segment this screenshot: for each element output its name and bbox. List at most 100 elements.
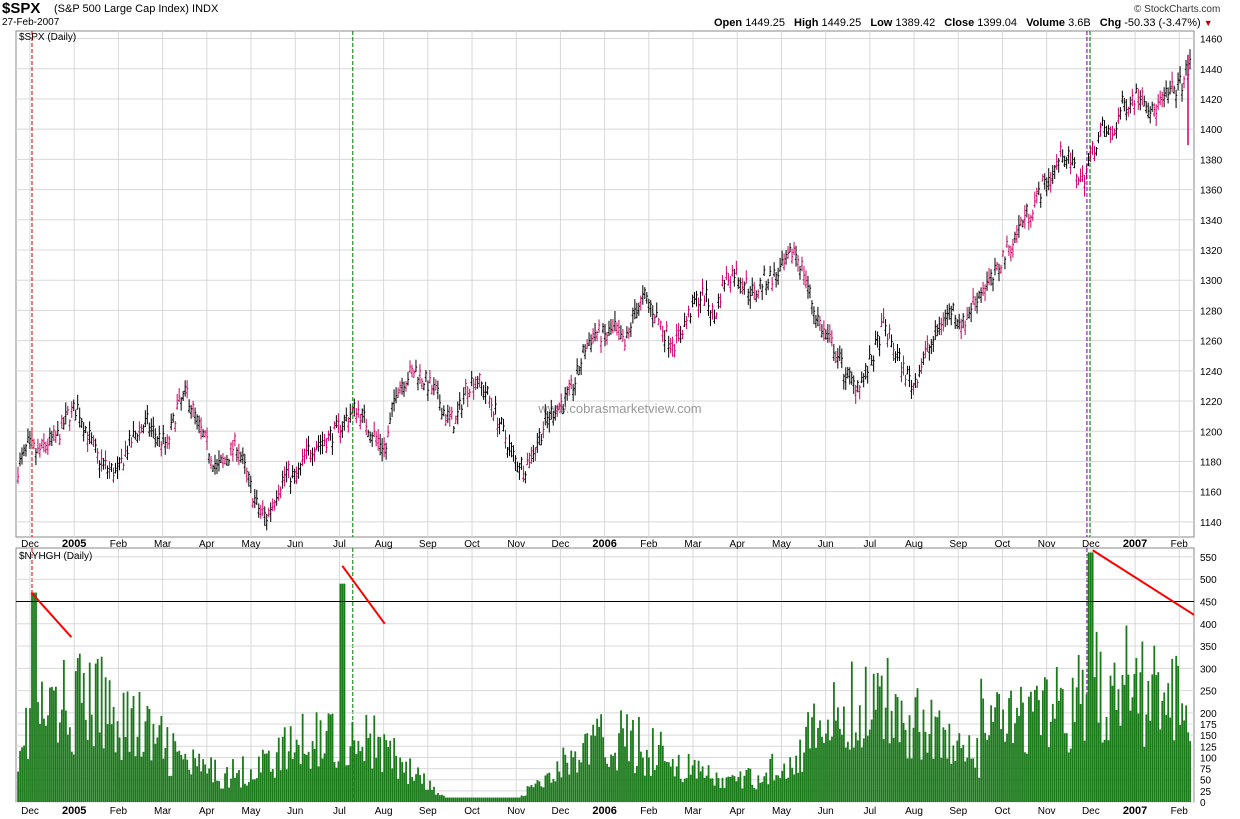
highs-bar — [898, 742, 901, 802]
highs-bar — [220, 788, 222, 802]
highs-bar — [439, 795, 441, 802]
highs-bar — [417, 767, 419, 802]
highs-y-tick-label: 250 — [1200, 687, 1217, 698]
highs-bar — [876, 672, 879, 802]
highs-bar — [924, 731, 927, 802]
highs-bar — [415, 774, 417, 802]
highs-bar — [289, 726, 292, 802]
highs-bar — [116, 721, 119, 802]
highs-bar — [894, 694, 897, 802]
highs-bar — [148, 708, 151, 802]
highs-bar — [614, 752, 616, 802]
highs-bar — [572, 757, 575, 802]
highs-bar — [496, 797, 499, 802]
highs-bar — [972, 758, 975, 802]
highs-bar — [78, 653, 81, 802]
price-x-tick-label: Sep — [949, 539, 967, 550]
price-x-tick-label: Aug — [375, 539, 393, 550]
highs-bar — [182, 759, 185, 802]
highs-bar — [819, 720, 821, 802]
highs-bar — [962, 744, 965, 802]
highs-bar — [72, 754, 75, 802]
highs-bar — [735, 781, 738, 802]
highs-bar — [695, 778, 698, 802]
highs-bar — [1127, 674, 1130, 802]
highs-bar — [504, 797, 507, 802]
price-x-tick-label: Aug — [905, 539, 923, 550]
highs-bar — [626, 714, 628, 802]
highs-y-tick-label: 75 — [1200, 765, 1212, 776]
highs-bar — [803, 752, 805, 802]
highs-bar — [705, 775, 708, 802]
highs-bar — [952, 745, 955, 802]
chg-value: -50.33 (-3.47%) — [1124, 17, 1201, 29]
highs-bar — [602, 737, 605, 802]
highs-bar — [138, 692, 141, 802]
highs-bar — [574, 751, 577, 802]
highs-bar — [253, 779, 256, 802]
highs-bar — [321, 758, 324, 802]
highs-bar — [669, 766, 672, 802]
highs-bar — [1187, 732, 1190, 802]
highs-y-tick-label: 25 — [1200, 787, 1212, 798]
highs-bar — [1181, 703, 1184, 802]
highs-bar — [528, 786, 531, 802]
highs-bar — [178, 750, 181, 802]
highs-bar — [785, 778, 788, 802]
highs-bar — [94, 663, 97, 802]
highs-bar — [628, 761, 630, 802]
highs-trend-line — [30, 591, 73, 638]
highs-bar — [866, 735, 869, 802]
price-x-tick-label: Oct — [464, 539, 480, 550]
price-x-tick-label: Nov — [1038, 539, 1056, 550]
price-y-tick-label: 1200 — [1200, 427, 1223, 438]
highs-bar — [1030, 691, 1032, 802]
price-bars — [16, 49, 1192, 531]
highs-bar — [1087, 552, 1090, 802]
highs-bar — [827, 719, 829, 802]
highs-bar — [156, 737, 159, 802]
highs-bar — [252, 779, 254, 802]
highs-bar — [1119, 725, 1122, 802]
highs-bar — [562, 747, 565, 802]
highs-x-tick-label: Feb — [640, 806, 658, 817]
highs-bar — [293, 752, 296, 802]
highs-bar — [886, 657, 889, 802]
highs-bar — [910, 758, 913, 802]
highs-bar — [1063, 733, 1066, 802]
highs-bar — [510, 797, 513, 802]
highs-bar — [1024, 752, 1026, 802]
highs-bar — [216, 780, 218, 802]
highs-bar — [1095, 631, 1098, 802]
highs-bar — [906, 758, 909, 802]
highs-bar — [435, 794, 437, 802]
highs-bar — [136, 736, 139, 802]
highs-bar — [55, 686, 57, 802]
highs-bar — [538, 781, 541, 802]
highs-bar — [122, 692, 125, 802]
highs-bar — [540, 786, 543, 802]
highs-bar — [864, 666, 867, 802]
highs-bar — [930, 699, 933, 802]
highs-bar — [96, 658, 99, 802]
highs-bar — [594, 735, 597, 802]
chart-symbol: $SPX — [2, 0, 41, 17]
highs-bar — [37, 702, 39, 802]
highs-bar — [403, 772, 406, 802]
highs-bar — [707, 765, 710, 802]
highs-bar — [387, 747, 390, 802]
highs-bar — [640, 751, 642, 802]
highs-bar — [998, 694, 1000, 802]
highs-bar — [281, 736, 284, 802]
highs-bar — [809, 748, 811, 802]
highs-x-tick-label: Dec — [21, 806, 39, 817]
highs-bar — [1071, 677, 1074, 802]
highs-bar — [1165, 714, 1168, 802]
price-y-tick-label: 1440 — [1200, 65, 1223, 76]
highs-bar — [1035, 685, 1038, 802]
price-x-tick-label: 2007 — [1123, 538, 1147, 550]
highs-bar — [1002, 709, 1004, 802]
highs-x-tick-label: Aug — [375, 806, 393, 817]
highs-bar — [858, 705, 861, 802]
highs-bar — [663, 761, 666, 802]
